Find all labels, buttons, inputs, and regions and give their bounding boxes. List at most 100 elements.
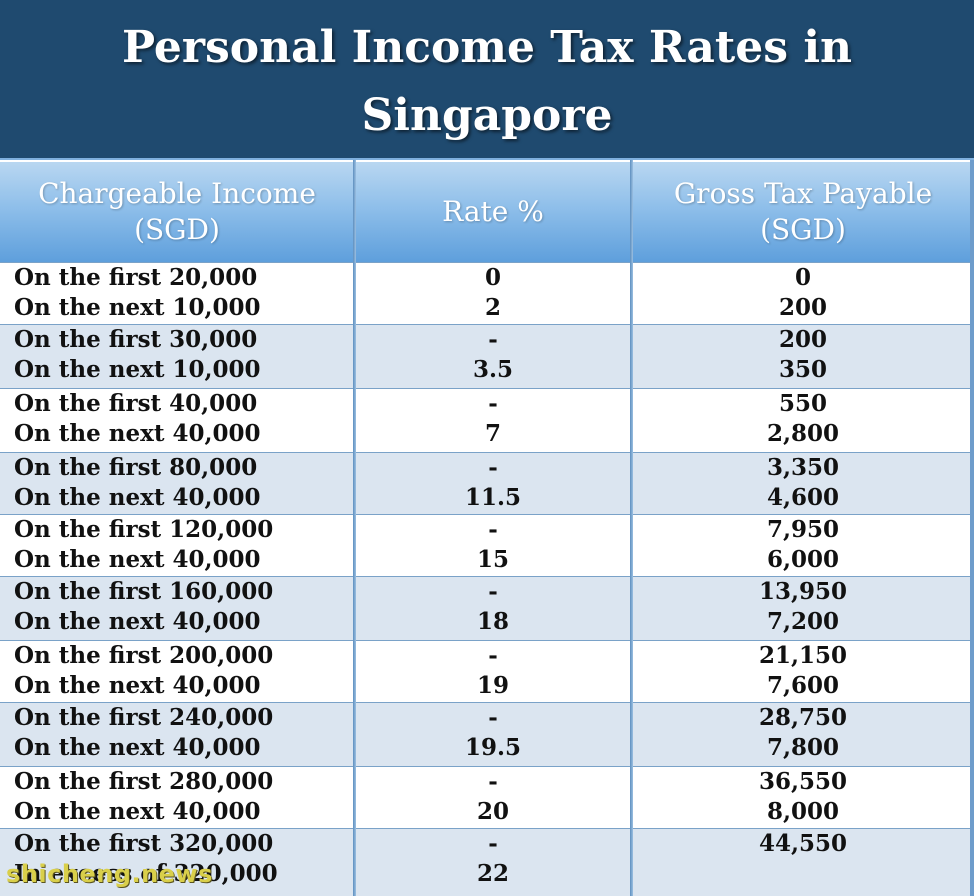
table-row: On the next 40,000 7 2,800 [0,419,974,449]
cell-chargeable-income: On the first 80,000 [14,454,258,481]
cell-rate: - [488,768,498,795]
watermark-text: shicheng.news [6,860,213,888]
cell-gross-tax: 200 [778,326,827,353]
cell-chargeable-income: On the next 40,000 [14,608,261,635]
cell-rate: - [488,516,498,543]
cell-gross-tax: 3,350 [766,454,840,481]
cell-gross-tax: 8,000 [766,798,840,825]
table-row: On the first 40,000 - 550 [0,389,974,419]
cell-gross-tax: 550 [778,390,827,417]
table-body: On the first 20,000 0 0 On the next 10,000 2… [0,262,974,896]
cell-rate: 0 [484,264,501,291]
table-row: On the next 40,000 18 7,200 [0,607,974,637]
cell-chargeable-income: On the first 30,000 [14,326,258,353]
cell-chargeable-income: On the next 40,000 [14,798,261,825]
cell-gross-tax: 4,600 [766,484,840,511]
cell-rate: 3.5 [472,356,513,383]
page-title: Personal Income Tax Rates in Singapore [0,0,974,160]
table-row-group: On the first 40,000-550 On the next 40,00… [0,388,974,452]
cell-chargeable-income: On the first 200,000 [14,642,274,669]
cell-gross-tax: 6,000 [766,546,840,573]
table-row: On the next 40,000 15 6,000 [0,545,974,575]
table-row: On the first 240,000 - 28,750 [0,703,974,733]
cell-chargeable-income: On the first 120,000 [14,516,274,543]
table-row-group: On the first 80,000-3,350 On the next 40,… [0,452,974,514]
table-row: On the next 10,000 2 200 [0,293,974,323]
cell-chargeable-income: On the first 280,000 [14,768,274,795]
table-row-group: On the first 200,000-21,150 On the next 4… [0,640,974,702]
table-row-group: On the first 120,000-7,950 On the next 40… [0,514,974,576]
cell-rate: 7 [484,420,501,447]
cell-rate: 11.5 [464,484,522,511]
table-row: On the first 80,000 - 3,350 [0,453,974,483]
cell-chargeable-income: On the next 40,000 [14,546,261,573]
table-right-border [970,160,974,896]
cell-gross-tax: 7,950 [766,516,840,543]
cell-rate: 22 [476,860,509,887]
cell-chargeable-income: In excess of 320,000 [14,860,278,887]
column-header-rate: Rate % [442,195,544,228]
table-row: On the next 40,000 20 8,000 [0,797,974,827]
cell-gross-tax: 200 [778,294,827,321]
cell-rate: 2 [484,294,501,321]
table-row: On the first 160,000 - 13,950 [0,577,974,607]
table-header-row: Chargeable Income (SGD) Rate % Gross Tax… [0,162,974,262]
table-row-group: On the first 30,000-200 On the next 10,00… [0,324,974,388]
cell-rate: - [488,642,498,669]
cell-chargeable-income: On the next 40,000 [14,484,261,511]
cell-gross-tax: 2,800 [766,420,840,447]
cell-chargeable-income: On the first 320,000 [14,830,274,857]
cell-rate: - [488,454,498,481]
cell-gross-tax: 0 [794,264,811,291]
cell-gross-tax: 28,750 [758,704,848,731]
table-row-group: On the first 280,000-36,550 On the next 4… [0,766,974,828]
column-divider [353,160,356,896]
cell-rate: - [488,326,498,353]
cell-chargeable-income: On the next 40,000 [14,672,261,699]
cell-chargeable-income: On the next 40,000 [14,420,261,447]
cell-gross-tax: 21,150 [758,642,848,669]
table-row-group: On the first 240,000-28,750 On the next 4… [0,702,974,766]
table-row: On the first 200,000 - 21,150 [0,641,974,671]
cell-rate: - [488,830,498,857]
cell-gross-tax: 7,600 [766,672,840,699]
cell-chargeable-income: On the first 160,000 [14,578,274,605]
cell-gross-tax: 13,950 [758,578,848,605]
cell-rate: 15 [476,546,509,573]
cell-rate: 19 [476,672,509,699]
cell-chargeable-income: On the first 240,000 [14,704,274,731]
cell-chargeable-income: On the next 40,000 [14,734,261,761]
table-row: In excess of 320,000 22 [0,859,974,889]
table-row-group: On the first 160,000-13,950 On the next 4… [0,576,974,640]
cell-rate: - [488,704,498,731]
column-header-gross-tax: Gross Tax Payable (SGD) [673,177,933,246]
table-row-group: On the first 20,000 0 0 On the next 10,000 2… [0,262,974,324]
cell-rate: 20 [476,798,509,825]
table-row-group: On the first 320,000-44,550 In excess of … [0,828,974,896]
column-header-chargeable-income: Chargeable Income (SGD) [38,177,316,246]
cell-chargeable-income: On the first 20,000 [14,264,258,291]
table-row: On the first 280,000 - 36,550 [0,767,974,797]
cell-gross-tax: 36,550 [758,768,848,795]
table-row: On the next 10,000 3.5 350 [0,355,974,385]
table-row: On the next 40,000 11.5 4,600 [0,483,974,513]
table-row: On the first 120,000 - 7,950 [0,515,974,545]
cell-gross-tax: 350 [778,356,827,383]
cell-rate: - [488,578,498,605]
cell-rate: 19.5 [464,734,522,761]
cell-chargeable-income: On the next 10,000 [14,356,261,383]
table-row: On the next 40,000 19.5 7,800 [0,733,974,763]
cell-gross-tax: 7,200 [766,608,840,635]
table-row: On the first 30,000 - 200 [0,325,974,355]
cell-chargeable-income: On the next 10,000 [14,294,261,321]
cell-rate: 18 [476,608,509,635]
cell-rate: - [488,390,498,417]
table-row: On the next 40,000 19 7,600 [0,671,974,701]
cell-gross-tax: 7,800 [766,734,840,761]
cell-chargeable-income: On the first 40,000 [14,390,258,417]
column-divider [630,160,633,896]
table-row: On the first 320,000 - 44,550 [0,829,974,859]
table-row: On the first 20,000 0 0 [0,263,974,293]
cell-gross-tax: 44,550 [758,830,848,857]
